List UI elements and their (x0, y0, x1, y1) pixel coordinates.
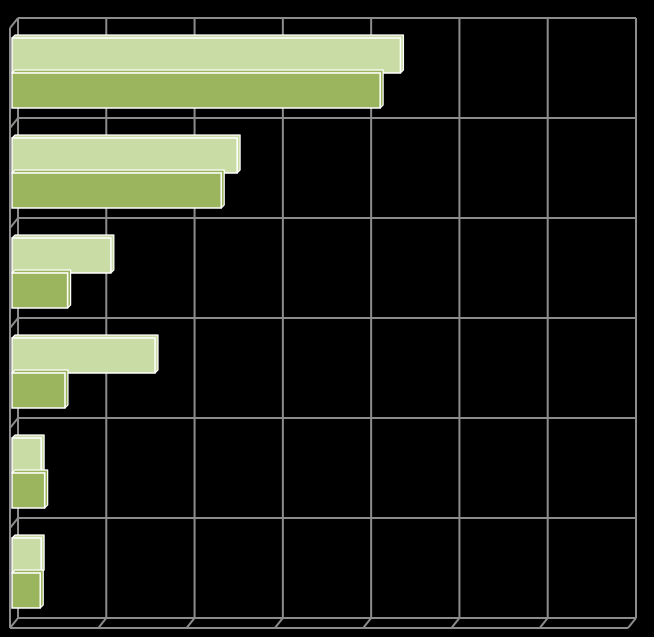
bar (11, 37, 402, 74)
floor-gridline (538, 617, 549, 629)
floor-gridline (450, 617, 461, 629)
side-wall-top-edge (9, 17, 19, 29)
bar (11, 137, 238, 174)
bar (11, 372, 66, 409)
bar (11, 537, 42, 574)
bar (11, 572, 42, 609)
side-wall-gridline (9, 617, 19, 629)
side-wall-gridline (9, 317, 19, 329)
floor-gridline (185, 617, 196, 629)
bar (11, 237, 112, 274)
floor-gridline (97, 617, 108, 629)
bar (11, 437, 42, 474)
bar (11, 172, 222, 209)
side-wall-gridline (9, 417, 19, 429)
side-wall-gridline (9, 217, 19, 229)
bar (11, 337, 156, 374)
floor-gridline (362, 617, 372, 629)
bar (11, 272, 69, 309)
floor-right-edge (627, 617, 637, 629)
side-wall-gridline (9, 117, 19, 129)
bar (11, 472, 46, 509)
side-wall-gridline (9, 517, 19, 529)
floor-gridline (274, 617, 284, 629)
bar (11, 72, 381, 109)
